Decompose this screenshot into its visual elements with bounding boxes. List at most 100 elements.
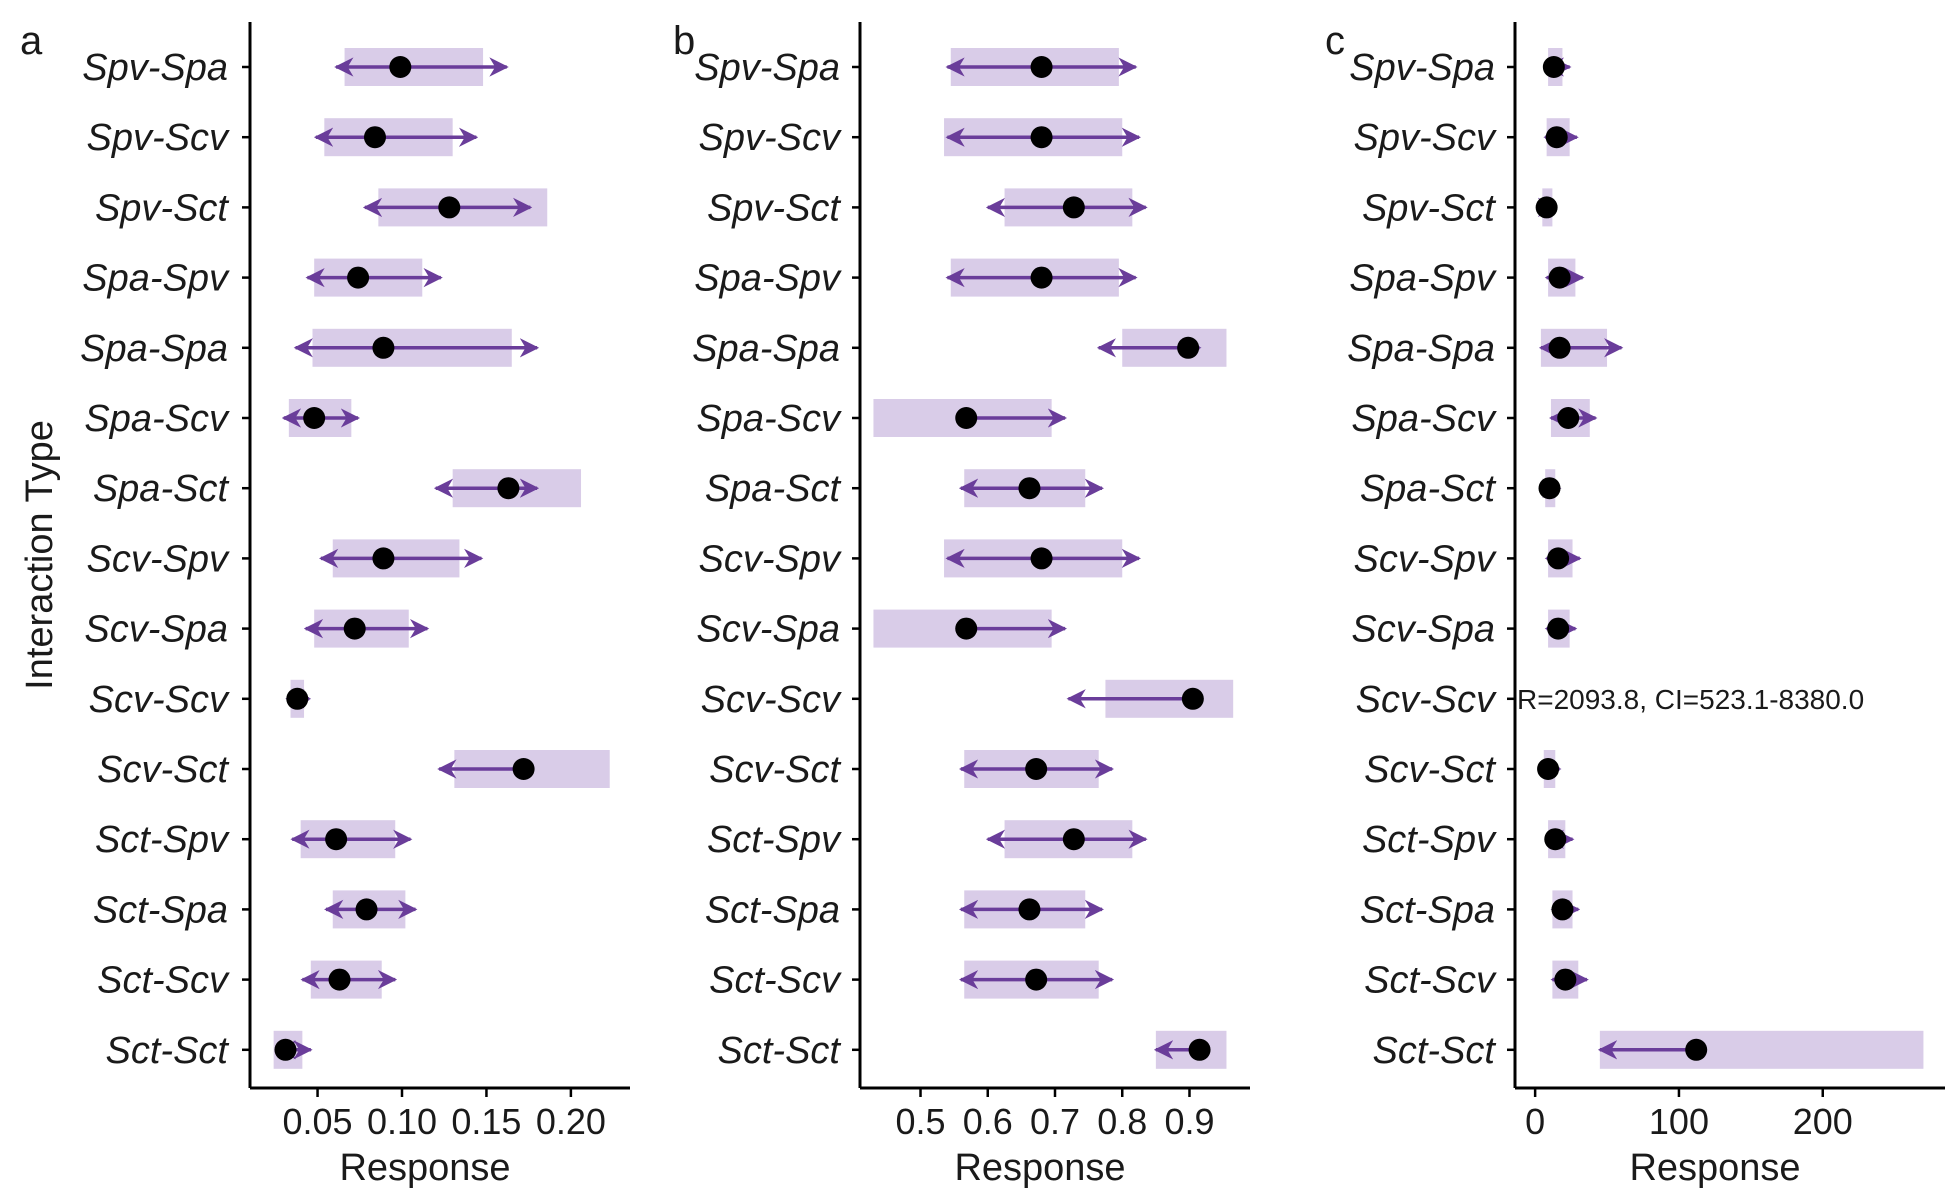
estimate-point: [303, 407, 326, 429]
category-label: Spv-Spa: [82, 47, 228, 89]
annotation-text: R=2093.8, CI=523.1-8380.0: [1517, 684, 1864, 715]
category-label: Sct-Spa: [93, 889, 228, 931]
category-label: Sct-Sct: [1373, 1030, 1497, 1072]
category-label: Scv-Sct: [709, 749, 841, 791]
estimate-point: [1548, 266, 1571, 289]
estimate-point: [1542, 56, 1565, 78]
estimate-point: [328, 968, 351, 991]
category-label: Spa-Sct: [1360, 468, 1497, 510]
x-tick-label: 0.8: [1097, 1101, 1147, 1142]
estimate-point: [955, 407, 978, 429]
category-label: Sct-Scv: [1364, 960, 1497, 1002]
category-label: Spv-Spa: [1349, 47, 1495, 89]
panel-tag: c: [1325, 19, 1345, 63]
category-label: Sct-Spv: [95, 819, 230, 861]
category-label: Spa-Spv: [82, 258, 230, 300]
panels-group: a Spv-Spa Spv-Scv Spv-Sct Spa-Spv Spa-Spa Spa-…: [20, 19, 1945, 1189]
estimate-point: [1025, 968, 1048, 991]
category-label: Sct-Spa: [705, 889, 840, 931]
category-label: Scv-Spv: [1354, 538, 1497, 580]
category-label: Spa-Scv: [696, 398, 842, 440]
category-label: Spa-Sct: [705, 468, 842, 510]
estimate-point: [389, 56, 412, 78]
category-label: Sct-Spa: [1360, 889, 1495, 931]
category-label: Spa-Spa: [692, 328, 840, 370]
estimate-point: [1062, 196, 1085, 219]
estimate-point: [1177, 336, 1200, 359]
estimate-point: [512, 758, 535, 780]
estimate-point: [1537, 758, 1560, 780]
category-label: Spv-Scv: [1354, 117, 1497, 159]
estimate-point: [1554, 968, 1577, 991]
estimate-point: [1030, 547, 1053, 570]
estimate-point: [343, 617, 366, 640]
x-tick-label: 0.15: [451, 1101, 521, 1142]
estimate-point: [372, 547, 395, 570]
estimate-point: [1545, 126, 1568, 149]
estimate-point: [286, 687, 309, 710]
category-label: Scv-Scv: [89, 679, 230, 721]
estimate-point: [1685, 1038, 1708, 1061]
category-label: Scv-Spv: [87, 538, 230, 580]
category-label: Sct-Spv: [707, 819, 842, 861]
category-label: Spa-Spv: [1349, 258, 1497, 300]
estimate-point: [355, 898, 378, 921]
category-label: Sct-Scv: [709, 960, 842, 1002]
estimate-point: [1547, 547, 1570, 570]
estimate-point: [1547, 617, 1570, 640]
x-tick-label: 0.10: [367, 1101, 437, 1142]
category-label: Spa-Spv: [694, 258, 842, 300]
category-label: Sct-Sct: [718, 1030, 842, 1072]
category-label: Spv-Scv: [699, 117, 842, 159]
x-tick-label: 200: [1793, 1101, 1853, 1142]
category-label: Spa-Sct: [93, 468, 230, 510]
panel-tag: b: [673, 19, 695, 63]
y-axis-title: Interaction Type: [19, 420, 61, 690]
category-label: Spv-Scv: [87, 117, 230, 159]
category-label: Spa-Spa: [1347, 328, 1495, 370]
category-label: Spv-Sct: [707, 187, 841, 229]
estimate-point: [347, 266, 370, 289]
x-tick-label: 0.5: [895, 1101, 945, 1142]
category-label: Sct-Spv: [1362, 819, 1497, 861]
estimate-point: [1551, 898, 1574, 921]
category-label: Spa-Scv: [1351, 398, 1497, 440]
category-label: Spv-Sct: [1362, 187, 1496, 229]
estimate-point: [363, 126, 386, 149]
estimate-point: [1062, 828, 1085, 851]
estimate-point: [372, 336, 395, 359]
x-axis-title: Response: [339, 1147, 510, 1189]
estimate-point: [274, 1038, 297, 1061]
category-label: Scv-Spa: [84, 609, 228, 651]
category-label: Scv-Scv: [701, 679, 842, 721]
estimate-point: [1188, 1038, 1211, 1061]
category-label: Sct-Sct: [106, 1030, 230, 1072]
panel-a: a Spv-Spa Spv-Scv Spv-Sct Spa-Spv Spa-Spa Spa-…: [20, 19, 630, 1189]
estimate-point: [1018, 477, 1041, 500]
category-label: Spa-Spa: [80, 328, 228, 370]
category-label: Scv-Scv: [1356, 679, 1497, 721]
estimate-point: [1548, 336, 1571, 359]
estimate-point: [1538, 477, 1561, 500]
estimate-point: [1557, 407, 1580, 429]
x-tick-label: 0.7: [1030, 1101, 1080, 1142]
estimate-point: [1030, 56, 1053, 78]
estimate-point: [1181, 687, 1204, 710]
x-axis-title: Response: [1629, 1147, 1800, 1189]
category-label: Spv-Spa: [694, 47, 840, 89]
estimate-point: [325, 828, 348, 851]
category-label: Spv-Sct: [95, 187, 229, 229]
estimate-point: [438, 196, 461, 219]
category-label: Scv-Spa: [696, 609, 840, 651]
estimate-point: [1544, 828, 1567, 851]
estimate-point: [1535, 196, 1558, 219]
x-tick-label: 0.20: [536, 1101, 606, 1142]
category-label: Scv-Sct: [1364, 749, 1496, 791]
x-tick-label: 0.05: [283, 1101, 353, 1142]
category-label: Sct-Scv: [97, 960, 230, 1002]
x-tick-label: 0: [1525, 1101, 1545, 1142]
estimate-point: [955, 617, 978, 640]
